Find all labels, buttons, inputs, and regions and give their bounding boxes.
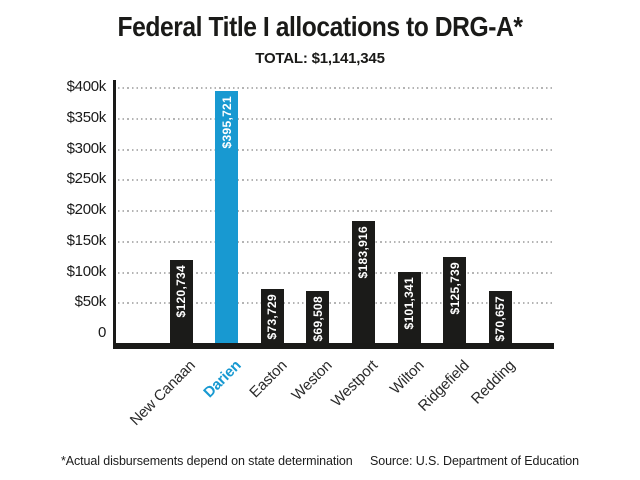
footnote: *Actual disbursements depend on state de… bbox=[60, 454, 353, 468]
bar-value-label: $73,729 bbox=[265, 293, 280, 340]
y-axis-tick-label: $200k bbox=[66, 201, 107, 218]
chart-footer: *Actual disbursements depend on state de… bbox=[0, 454, 640, 468]
y-axis-tick-label: 0 bbox=[97, 324, 106, 341]
x-axis-baseline bbox=[113, 343, 554, 349]
y-axis-tick-label: $50k bbox=[74, 293, 107, 311]
gridline bbox=[118, 210, 553, 212]
x-axis-label-darien: Darien bbox=[200, 357, 245, 402]
y-axis-tick-label: $150k bbox=[66, 231, 107, 249]
x-axis-label-wilton: Wilton bbox=[386, 357, 428, 398]
bar-easton: $73,729 bbox=[260, 288, 284, 343]
y-axis-tick-label: $400k bbox=[66, 78, 107, 95]
gridline bbox=[118, 271, 553, 274]
y-axis-line bbox=[113, 80, 116, 349]
y-axis-tick-label: $350k bbox=[66, 108, 107, 126]
x-axis-label-easton: Easton bbox=[246, 357, 291, 402]
gridline bbox=[118, 179, 553, 182]
bar-value-label: $395,721 bbox=[219, 95, 234, 149]
bar-value-label: $70,657 bbox=[493, 295, 508, 342]
bar-westport: $183,916 bbox=[351, 220, 375, 343]
bar-value-label: $120,734 bbox=[174, 264, 188, 318]
source-credit: Source: U.S. Department of Education bbox=[369, 454, 579, 468]
bar-darien: $395,721 bbox=[215, 90, 239, 343]
y-axis-tick-label: $300k bbox=[66, 139, 107, 157]
bar-value-label: $125,739 bbox=[447, 261, 462, 315]
bar-new-canaan: $120,734 bbox=[169, 259, 193, 343]
x-axis-label-new-canaan: New Canaan bbox=[127, 357, 200, 429]
bar-value-label: $101,341 bbox=[402, 276, 416, 330]
chart-subtitle: TOTAL: $1,141,345 bbox=[255, 50, 385, 67]
bar-redding: $70,657 bbox=[488, 290, 512, 343]
y-axis-tick-label: $250k bbox=[66, 170, 107, 188]
x-axis-label-westport: Westport bbox=[328, 357, 382, 411]
bar-ridgefield: $125,739 bbox=[443, 256, 467, 343]
bar-wilton: $101,341 bbox=[397, 271, 421, 343]
bar-value-label: $183,916 bbox=[356, 225, 371, 279]
gridline bbox=[118, 302, 553, 305]
bar-value-label: $69,508 bbox=[310, 296, 325, 342]
gridline bbox=[118, 117, 553, 120]
gridline bbox=[118, 87, 553, 89]
x-axis-label-redding: Redding bbox=[467, 357, 519, 408]
bar-weston: $69,508 bbox=[306, 291, 330, 343]
y-axis-tick-label: $100k bbox=[66, 262, 107, 280]
chart-title: Federal Title I allocations to DRG-A* bbox=[117, 11, 523, 42]
gridline bbox=[118, 148, 553, 151]
gridline bbox=[118, 240, 553, 243]
